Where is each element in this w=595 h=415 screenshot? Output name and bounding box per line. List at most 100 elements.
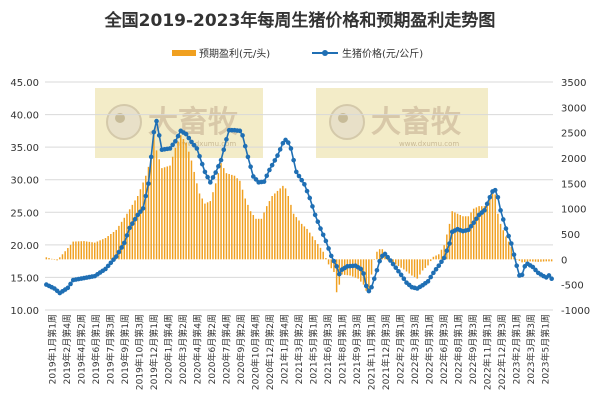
profit-bar [408, 259, 410, 274]
profit-bar [475, 207, 478, 260]
right-axis: -1000 -500 0 500 1000 1500 2000 2500 3000 3500 [561, 78, 590, 317]
profit-bar [193, 171, 195, 260]
profit-bar [298, 220, 300, 260]
right-axis-tick-label: 3000 [561, 103, 586, 114]
price-point [363, 283, 369, 289]
price-point [216, 164, 221, 169]
profit-bar [421, 259, 424, 271]
x-axis-tick-label: 2021年1月第4周 [279, 314, 291, 384]
profit-bar [386, 259, 389, 261]
x-axis-tick-label: 2019年2月第4周 [61, 314, 73, 384]
profit-bar [325, 258, 327, 260]
profit-bar [214, 183, 217, 260]
price-point [113, 254, 119, 259]
x-axis-tick-label: 2022年6月第3周 [438, 314, 450, 384]
right-axis-tick-label: 2500 [561, 129, 586, 140]
price-point [447, 241, 452, 246]
price-point [358, 266, 364, 272]
price-point [431, 270, 436, 276]
watermark-right: 大畜牧 www.dxumu.com [316, 88, 488, 158]
price-point [331, 258, 337, 264]
profit-bar [64, 251, 66, 260]
profit-bar [177, 141, 179, 260]
price-point [533, 267, 538, 273]
profit-bar [56, 259, 58, 261]
profit-bar [403, 259, 405, 270]
profit-bar [497, 213, 499, 260]
price-point [291, 157, 296, 163]
price-point [436, 263, 442, 269]
x-axis-tick-label: 2021年3月第2周 [293, 314, 305, 384]
price-point [334, 264, 339, 269]
x-axis-tick-label: 2020年1月第4周 [162, 314, 174, 384]
price-point [546, 273, 552, 278]
profit-bar [419, 259, 421, 275]
x-axis-tick-label: 2023年3月第3周 [525, 314, 537, 384]
profit-bar [236, 178, 238, 260]
watermark-url: www.dxumu.com [176, 140, 236, 148]
profit-bar [284, 188, 287, 260]
x-axis-tick-label: 2021年8月第1周 [337, 314, 349, 384]
x-axis-tick-label: 2019年6月第1周 [90, 314, 102, 384]
watermark-left: 大畜牧 www.dxumu.com [95, 88, 263, 158]
profit-bar [365, 259, 367, 291]
price-point [277, 147, 283, 152]
profit-bar [188, 151, 190, 260]
price-point [146, 181, 151, 186]
profit-bar [354, 259, 357, 278]
profit-bar [526, 259, 529, 262]
profit-bar [110, 234, 112, 260]
left-axis-tick-label: 25.00 [10, 208, 39, 219]
profit-bar [368, 259, 370, 290]
price-point [388, 258, 393, 263]
chart-title: 全国2019-2023年每周生猪价格和预期盈利走势图 [104, 10, 496, 31]
price-point [401, 276, 407, 282]
profit-bar [241, 189, 244, 260]
profit-bar [88, 241, 91, 260]
profit-bar [384, 254, 386, 260]
x-axis-tick-label: 2023年2月第1周 [511, 314, 523, 384]
profit-bar [392, 259, 394, 264]
price-point [186, 135, 192, 141]
price-point [439, 259, 444, 265]
x-axis-tick-label: 2020年9月第2周 [235, 314, 247, 384]
profit-bar [534, 259, 537, 262]
left-axis: 10.00 15.00 20.00 25.00 30.00 35.00 40.00 45.00 [10, 78, 39, 317]
profit-bar [266, 206, 268, 260]
profit-bar [446, 234, 448, 260]
profit-bar [529, 259, 531, 262]
profit-bar [454, 212, 456, 260]
price-point [156, 133, 162, 138]
price-point [199, 161, 205, 167]
price-point [433, 266, 439, 272]
price-point [261, 179, 267, 184]
price-point [237, 128, 243, 134]
price-point [251, 174, 256, 179]
profit-bar [276, 190, 279, 260]
profit-bar [440, 249, 443, 260]
profit-bar [161, 168, 163, 260]
price-point [116, 249, 122, 255]
x-axis-tick-label: 2022年2月第1周 [395, 314, 407, 384]
price-point [511, 252, 517, 257]
profit-bar [405, 259, 408, 272]
watermark-brand: 大畜牧 [148, 105, 239, 140]
profit-bar [429, 259, 432, 262]
profit-bar [233, 175, 236, 260]
profit-bar [75, 241, 77, 260]
price-point [428, 274, 434, 280]
price-point [471, 220, 477, 226]
price-point [221, 147, 227, 153]
profit-bar [131, 204, 134, 260]
price-point [108, 260, 114, 266]
profit-bar [247, 204, 249, 260]
price-point [361, 271, 366, 276]
profit-bar [462, 216, 464, 260]
legend-marker-price [322, 50, 328, 56]
price-point [173, 138, 178, 144]
profit-bar [142, 182, 144, 260]
price-point [248, 164, 253, 169]
price-point [304, 188, 310, 194]
price-point [65, 285, 71, 291]
